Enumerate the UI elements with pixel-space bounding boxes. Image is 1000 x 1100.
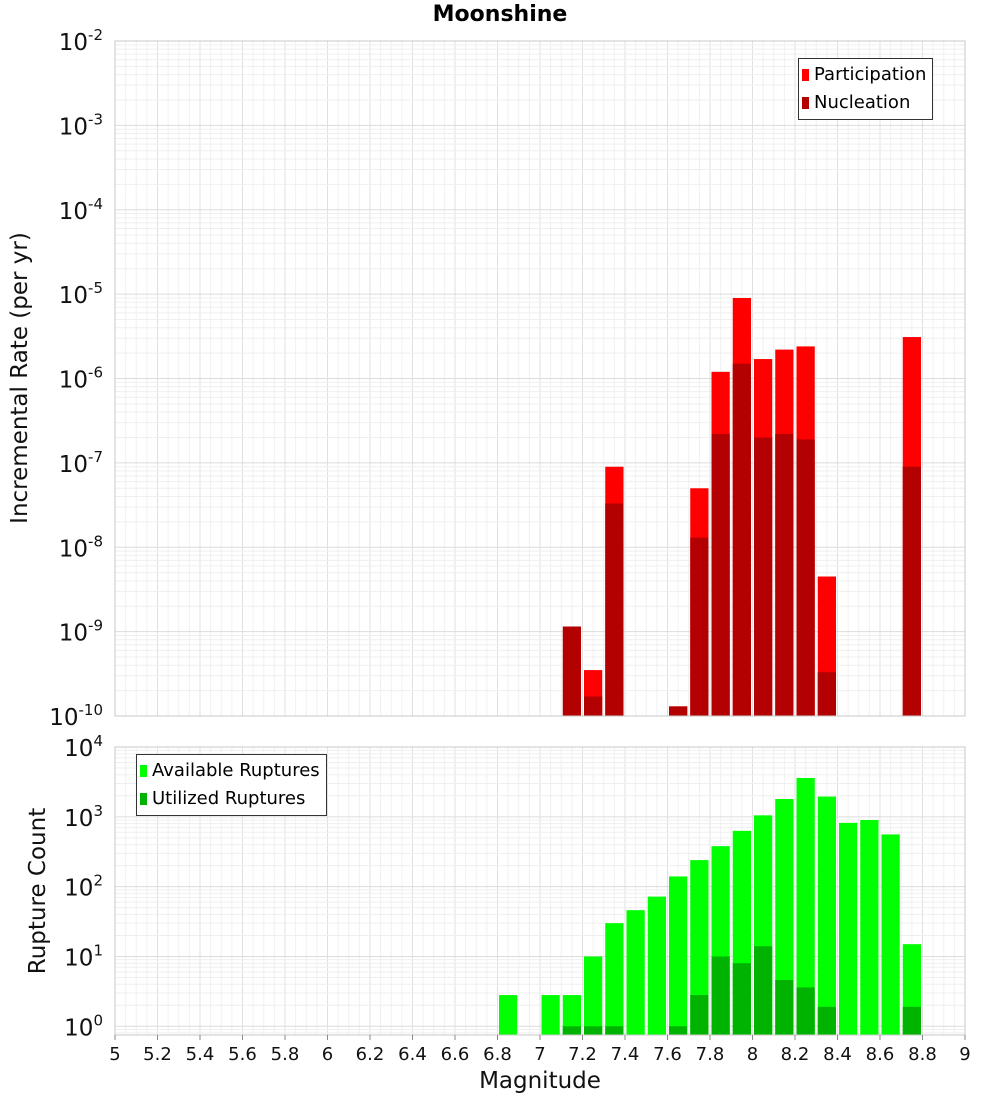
rate-bar-nucleation <box>690 537 709 716</box>
count-bar-available-ruptures <box>541 995 560 1035</box>
legend-item-available: Available Ruptures <box>140 757 320 785</box>
rate-ytick-label: 10-8 <box>59 532 103 562</box>
count-bar-utilized-ruptures <box>584 1026 603 1035</box>
legend-label-nucleation: Nucleation <box>814 92 911 113</box>
count-bar-utilized-ruptures <box>690 995 709 1035</box>
count-bar-utilized-ruptures <box>775 980 794 1035</box>
count-ytick-label: 103 <box>64 802 103 832</box>
rate-bar-nucleation <box>584 696 603 716</box>
rate-bar-nucleation <box>775 433 794 716</box>
count-legend: Available Ruptures Utilized Ruptures <box>136 754 327 816</box>
magnitude-axis-label: Magnitude <box>479 1068 601 1094</box>
rate-ytick-label: 10-2 <box>59 26 103 56</box>
xtick-label: 8.8 <box>908 1044 937 1065</box>
utilized-swatch <box>140 793 147 805</box>
legend-label-available: Available Ruptures <box>152 760 320 781</box>
rate-axis-label: Incremental Rate (per yr) <box>7 232 33 524</box>
xtick-label: 5.6 <box>228 1044 257 1065</box>
xtick-label: 7 <box>534 1044 545 1065</box>
xtick-label: 6.6 <box>441 1044 470 1065</box>
rate-ytick-label: 10-9 <box>59 617 103 647</box>
count-bar-utilized-ruptures <box>754 946 773 1035</box>
count-bar-utilized-ruptures <box>605 1026 624 1035</box>
legend-label-utilized: Utilized Ruptures <box>152 788 306 809</box>
xtick-label: 7.4 <box>611 1044 640 1065</box>
count-bar-utilized-ruptures <box>711 956 730 1035</box>
xtick-label: 8.4 <box>823 1044 852 1065</box>
chart-title: Moonshine <box>432 2 568 27</box>
rate-ytick-label: 10-3 <box>59 110 103 140</box>
count-bar-available-ruptures <box>647 896 666 1035</box>
count-bar-available-ruptures <box>626 910 645 1035</box>
count-ytick-label: 100 <box>64 1011 103 1041</box>
count-bar-utilized-ruptures <box>902 1006 921 1035</box>
count-bar-available-ruptures <box>499 995 518 1035</box>
count-bar-available-ruptures <box>881 834 900 1035</box>
count-bar-available-ruptures <box>839 822 858 1035</box>
rate-bar-nucleation <box>817 672 836 716</box>
xtick-label: 5 <box>109 1044 120 1065</box>
rate-bar-nucleation <box>732 363 751 716</box>
rate-bar-nucleation <box>711 433 730 716</box>
legend-label-participation: Participation <box>814 64 927 85</box>
count-bar-available-ruptures <box>860 820 879 1035</box>
rate-plot-frame <box>114 40 966 717</box>
available-swatch <box>140 765 147 777</box>
rate-bar-nucleation <box>562 626 581 716</box>
rate-bar-nucleation <box>754 437 773 716</box>
xtick-label: 8.2 <box>781 1044 810 1065</box>
count-bar-available-ruptures <box>669 876 688 1035</box>
count-bar-available-ruptures <box>584 956 603 1035</box>
xtick-label: 6.4 <box>398 1044 427 1065</box>
xtick-label: 9 <box>959 1044 970 1065</box>
count-ytick-label: 101 <box>64 941 103 971</box>
rate-bar-nucleation <box>796 439 815 716</box>
count-bar-available-ruptures <box>796 777 815 1035</box>
count-bar-available-ruptures <box>817 796 836 1035</box>
rate-legend: Participation Nucleation <box>798 58 934 120</box>
rate-bar-nucleation <box>669 706 688 716</box>
count-bar-utilized-ruptures <box>817 1006 836 1035</box>
count-ytick-label: 104 <box>64 732 103 762</box>
rate-ytick-label: 10-5 <box>59 279 103 309</box>
count-bar-available-ruptures <box>775 798 794 1035</box>
legend-item-participation: Participation <box>802 61 926 89</box>
count-bar-utilized-ruptures <box>669 1026 688 1035</box>
xtick-label: 5.2 <box>143 1044 172 1065</box>
count-ytick-label: 102 <box>64 872 103 902</box>
legend-item-nucleation: Nucleation <box>802 89 926 117</box>
nucleation-swatch <box>802 97 809 109</box>
xtick-label: 7.8 <box>696 1044 725 1065</box>
rate-ytick-label: 10-6 <box>59 364 103 394</box>
xtick-label: 8.6 <box>866 1044 895 1065</box>
rate-ytick-label: 10-4 <box>59 195 103 225</box>
count-bar-available-ruptures <box>605 923 624 1035</box>
count-axis-label: Rupture Count <box>25 807 51 975</box>
count-bar-available-ruptures <box>690 860 709 1035</box>
count-bar-available-ruptures <box>562 995 581 1035</box>
rate-bar-nucleation <box>902 466 921 716</box>
xtick-label: 6 <box>322 1044 333 1065</box>
rate-ytick-label: 10-7 <box>59 448 103 478</box>
participation-swatch <box>802 69 809 81</box>
legend-item-utilized: Utilized Ruptures <box>140 785 320 813</box>
count-bar-utilized-ruptures <box>732 963 751 1035</box>
rate-ytick-label: 10-10 <box>49 701 103 731</box>
count-bar-utilized-ruptures <box>796 987 815 1035</box>
count-bar-utilized-ruptures <box>562 1026 581 1035</box>
xtick-label: 6.2 <box>356 1044 385 1065</box>
xtick-label: 5.8 <box>271 1044 300 1065</box>
xtick-label: 7.2 <box>568 1044 597 1065</box>
rate-bar-nucleation <box>605 503 624 716</box>
xtick-label: 8 <box>747 1044 758 1065</box>
xtick-label: 6.8 <box>483 1044 512 1065</box>
xtick-label: 7.6 <box>653 1044 682 1065</box>
xtick-label: 5.4 <box>186 1044 215 1065</box>
